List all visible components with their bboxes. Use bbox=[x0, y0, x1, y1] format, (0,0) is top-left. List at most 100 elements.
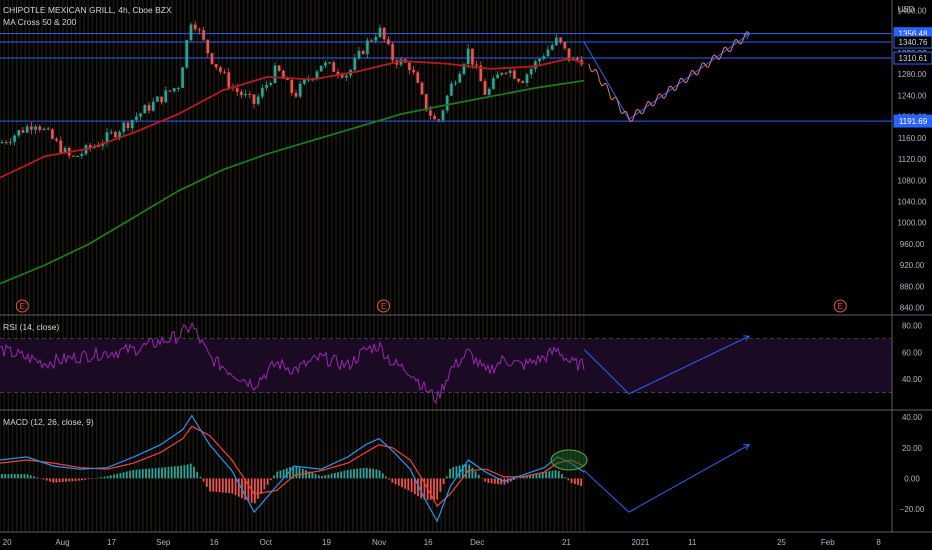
macd-histogram-bar bbox=[564, 477, 567, 479]
candle-body bbox=[466, 48, 470, 65]
x-tick-label: 11 bbox=[688, 538, 697, 547]
macd-histogram-bar bbox=[225, 478, 227, 493]
candle-body bbox=[437, 119, 441, 121]
macd-histogram-bar bbox=[253, 478, 256, 504]
candle-body bbox=[206, 39, 210, 54]
macd-histogram-bar bbox=[522, 475, 525, 479]
macd-histogram-bar bbox=[276, 471, 279, 479]
macd-histogram-bar bbox=[7, 474, 10, 479]
rsi-projection bbox=[583, 335, 750, 395]
macd-histogram-bar bbox=[202, 478, 205, 482]
macd-histogram-bar bbox=[481, 478, 483, 479]
macd-histogram-bar bbox=[183, 465, 186, 479]
macd-histogram-bar bbox=[257, 478, 259, 499]
candle-body bbox=[9, 141, 12, 143]
candle-body bbox=[525, 74, 529, 83]
y-tick-label: 60.00 bbox=[902, 348, 923, 357]
time-axis[interactable]: 20 Aug 17 Sep 16 Oct 19 Nov 16 Dec 21 2021 11 25 Feb 8 bbox=[3, 538, 882, 547]
macd-histogram-bar bbox=[23, 474, 26, 479]
macd-histogram-bar bbox=[122, 472, 125, 479]
candle-body bbox=[55, 138, 58, 141]
macd-histogram-bar bbox=[423, 478, 426, 500]
macd-histogram-bar bbox=[356, 468, 359, 479]
candle-body bbox=[256, 96, 260, 104]
macd-histogram-bar bbox=[573, 478, 576, 484]
macd-histogram-bar bbox=[132, 469, 135, 479]
chart-title: CHIPOTLE MEXICAN GRILL, 4h, Cboe BZX bbox=[3, 5, 172, 15]
macd-line bbox=[0, 414, 585, 523]
candle-body bbox=[441, 110, 445, 121]
macd-histogram-bar bbox=[68, 478, 71, 482]
x-tick-label: Oct bbox=[260, 538, 273, 547]
candle-body bbox=[151, 101, 155, 111]
macd-histogram-bar bbox=[548, 471, 551, 479]
candle-body bbox=[534, 61, 537, 69]
macd-histogram-bar bbox=[535, 473, 538, 479]
macd-histogram-bar bbox=[420, 478, 423, 499]
macd-projection-head bbox=[743, 444, 751, 451]
macd-histogram-bar bbox=[509, 478, 512, 482]
horizontal-lines[interactable] bbox=[0, 33, 892, 122]
candle-body bbox=[496, 74, 499, 79]
candle-body bbox=[105, 132, 109, 144]
macd-histogram-bar bbox=[93, 478, 96, 479]
macd-histogram-bar bbox=[477, 474, 480, 479]
candle-body bbox=[143, 105, 147, 114]
projection-drawings[interactable] bbox=[583, 31, 751, 513]
candle-body bbox=[429, 110, 432, 116]
candle-body bbox=[487, 88, 491, 95]
macd-legend: MACD (12, 26, close, 9) bbox=[3, 417, 94, 427]
candles bbox=[0, 20, 583, 160]
currency-label: USD bbox=[898, 5, 915, 14]
candle-body bbox=[479, 65, 483, 82]
candle-body bbox=[462, 64, 466, 74]
macd-histogram-bar bbox=[269, 478, 272, 481]
candle-body bbox=[529, 68, 533, 75]
price-label-box bbox=[893, 114, 932, 128]
candle-body bbox=[160, 96, 163, 103]
price-label-box bbox=[893, 35, 932, 49]
macd-histogram-bar bbox=[324, 475, 327, 479]
macd-histogram-bar bbox=[333, 472, 336, 479]
candle-body bbox=[433, 115, 436, 120]
macd-histogram-bar bbox=[404, 478, 407, 489]
macd-histogram-bar bbox=[282, 469, 285, 479]
candle-body bbox=[72, 155, 75, 157]
x-tick-label: 20 bbox=[3, 538, 12, 547]
macd-histogram-bar bbox=[266, 478, 269, 485]
macd-histogram-bar bbox=[413, 478, 416, 495]
macd-histogram-bar bbox=[135, 469, 138, 479]
y-tick-label: 880.00 bbox=[900, 282, 925, 291]
price-label-box bbox=[893, 51, 932, 65]
macd-histogram-bar bbox=[561, 474, 563, 479]
x-tick-label: Sep bbox=[156, 538, 171, 547]
candle-body bbox=[576, 57, 579, 60]
candle-body bbox=[328, 62, 331, 64]
macd-histogram-bar bbox=[100, 477, 103, 479]
y-tick-label: 1400.00 bbox=[898, 7, 927, 16]
macd-histogram-bar bbox=[218, 478, 221, 493]
candle-body bbox=[265, 84, 268, 88]
ma50-line bbox=[0, 57, 585, 179]
macd-histogram-bar bbox=[429, 478, 432, 500]
pane-dividers[interactable] bbox=[0, 0, 932, 533]
macd-histogram-bar bbox=[20, 474, 23, 479]
candle-body bbox=[13, 135, 16, 142]
macd-histogram-bar bbox=[260, 478, 263, 495]
candle-body bbox=[185, 40, 189, 68]
candle-body bbox=[88, 145, 92, 148]
macd-histogram-bar bbox=[138, 469, 141, 479]
macd-histogram-bar bbox=[10, 474, 13, 479]
candle-body bbox=[273, 65, 277, 84]
wave-path bbox=[588, 31, 750, 123]
macd-histogram-bar bbox=[452, 467, 455, 479]
macd-histogram-bar bbox=[337, 472, 339, 479]
x-tick-label: 2021 bbox=[632, 538, 650, 547]
macd-histogram-bar bbox=[58, 478, 61, 483]
candle-body bbox=[147, 105, 151, 111]
candle-body bbox=[412, 70, 415, 73]
macd-histogram-bar bbox=[551, 470, 554, 479]
candle-body bbox=[550, 45, 554, 50]
